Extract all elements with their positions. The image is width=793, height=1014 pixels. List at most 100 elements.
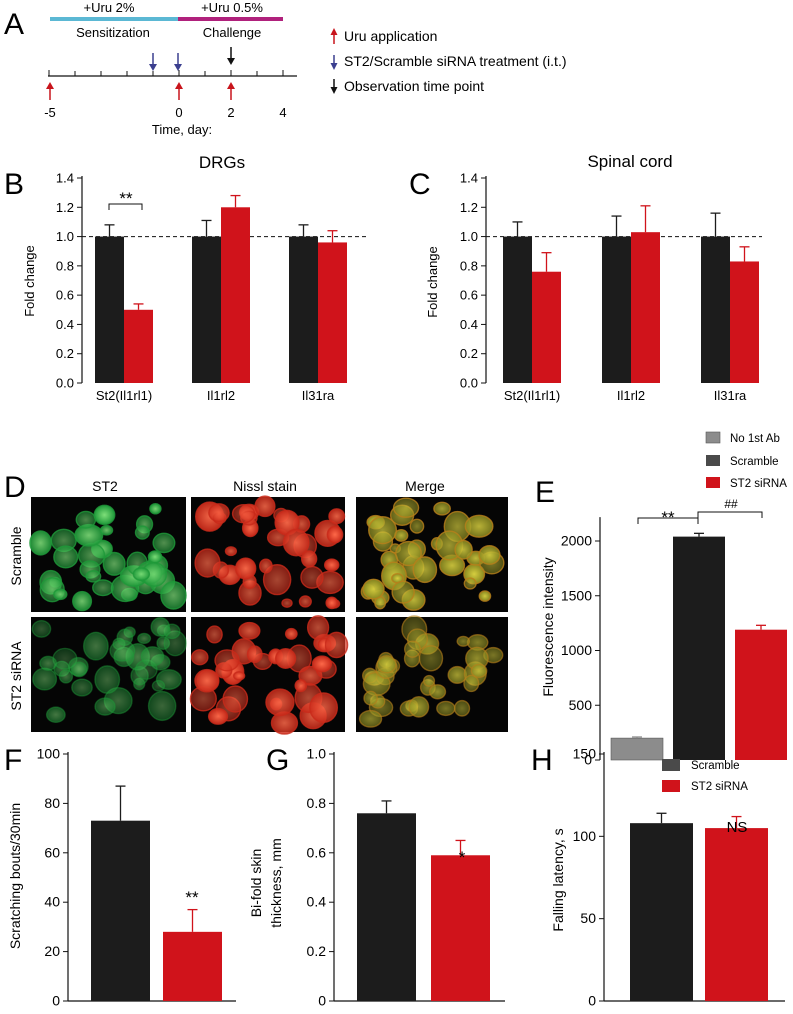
legend-swatch-scramble — [706, 455, 720, 466]
panel-g-chart: G Bi-fold skin thickness, mm 0 0.2 0.4 0.6 0… — [248, 744, 505, 1009]
cell — [428, 684, 447, 700]
cell — [453, 699, 471, 717]
chart-b-ytick-label: 0.0 — [56, 376, 74, 391]
chart-e-bar — [673, 536, 725, 760]
chart-e-ytick-label: 1000 — [561, 642, 592, 658]
chart-b-significance-bracket — [108, 203, 143, 210]
cell — [234, 557, 257, 580]
chart-b-bar — [192, 236, 221, 383]
cell — [274, 648, 297, 669]
chart-e-annotation-double-star: ** — [661, 508, 675, 527]
timeline-ticks — [48, 70, 284, 76]
panel-b-chart: B DRGs Fold change 0.0 0.2 0.4 0.6 0.8 1.0 1.2… — [4, 153, 368, 403]
cell — [464, 514, 494, 538]
chart-c-ytick-label: 0.4 — [460, 317, 478, 332]
cell — [134, 525, 150, 540]
chart-b-ylabel: Fold change — [22, 245, 37, 317]
cell — [376, 655, 397, 674]
cell — [132, 567, 151, 582]
chart-e-legend: No 1st Ab Scramble ST2 siRNA — [705, 431, 787, 490]
cell — [418, 645, 444, 672]
chart-h-ytick-label: 0 — [588, 993, 596, 1009]
chart-c-ytick-label: 0.0 — [460, 376, 478, 391]
chart-e-bar — [610, 737, 664, 761]
chart-g-annotation: * — [459, 848, 466, 867]
challenge-label: Challenge — [203, 25, 262, 40]
chart-c-bar — [730, 261, 759, 383]
chart-e-bracket-double-hash — [697, 511, 763, 518]
uru-arrow-day-2 — [227, 82, 235, 100]
cell — [282, 528, 310, 557]
cell — [53, 545, 79, 569]
chart-c-ytick-label: 1.2 — [460, 200, 478, 215]
cell — [463, 674, 480, 693]
cell — [391, 580, 415, 604]
chart-b-significance-label: ** — [119, 189, 133, 208]
tick-label-0: 0 — [175, 105, 182, 120]
cell — [149, 502, 162, 515]
chart-b-category-label: Il1rl2 — [207, 388, 235, 403]
panel-letter-h: H — [531, 744, 553, 777]
chart-f-ytick-label: 60 — [44, 844, 60, 860]
cell — [409, 518, 425, 534]
legend-swatch-st2-sirna-h — [662, 780, 680, 792]
chart-b-category-label: Il31ra — [302, 388, 335, 403]
panel-letter-d: D — [4, 471, 26, 504]
panel-f-chart: F Scratching bouts/30min 0 20 40 60 80 100 ** — [4, 744, 236, 1009]
cell — [325, 596, 339, 610]
cell — [71, 678, 93, 697]
chart-e-annotation-double-hash: ## — [724, 497, 738, 511]
chart-f-ylabel: Scratching bouts/30min — [7, 803, 23, 949]
chart-b-bar — [289, 236, 318, 383]
panel-e-chart: E Fluorescence intensity No 1st Ab Scram… — [535, 431, 787, 768]
cell — [85, 570, 102, 583]
chart-e-ylabel: Fluorescence intensity — [540, 557, 556, 696]
cell — [454, 539, 473, 560]
chart-c-ytick-label: 1.0 — [460, 229, 478, 244]
col-label-st2: ST2 — [92, 478, 118, 494]
cell — [31, 619, 52, 638]
cell — [265, 688, 295, 717]
chart-b-bar — [124, 309, 153, 383]
cell — [254, 495, 276, 518]
chart-c-category-label: Il31ra — [714, 388, 747, 403]
panel-c-chart: C Spinal cord Fold change 0.0 0.2 0.4 0.6 0.… — [409, 152, 762, 403]
cell — [45, 706, 66, 724]
micrograph-grid — [29, 495, 508, 735]
cell — [152, 532, 176, 554]
cell — [433, 501, 451, 516]
panel-letter-b: B — [4, 168, 24, 201]
chart-h-bar — [705, 828, 768, 1001]
cell — [328, 508, 346, 525]
legend-sirna-label: ST2/Scramble siRNA treatment (i.t.) — [344, 53, 567, 69]
chart-f-ytick-label: 0 — [52, 993, 60, 1009]
cell — [362, 578, 385, 600]
chart-f-annotation: ** — [185, 888, 199, 907]
chart-c-ytick-label: 0.2 — [460, 346, 478, 361]
cell — [284, 627, 298, 640]
cell — [94, 697, 116, 716]
chart-f-ytick-label: 80 — [44, 795, 60, 811]
chart-h-annotation: NS — [727, 819, 748, 836]
chart-b-ytick-label: 0.4 — [56, 317, 74, 332]
legend-uru-label: Uru application — [344, 28, 437, 44]
chart-c-bar — [631, 232, 660, 383]
legend-label-no-1st-ab: No 1st Ab — [730, 433, 780, 445]
sirna-arrow-1 — [149, 53, 157, 71]
chart-b-title: DRGs — [199, 153, 245, 172]
observation-arrow — [227, 47, 235, 65]
cell — [53, 588, 68, 601]
cell — [137, 632, 152, 645]
cell — [147, 550, 163, 564]
cell — [58, 669, 74, 684]
cell — [463, 577, 477, 590]
cell — [363, 690, 378, 706]
cell — [326, 525, 344, 544]
cell — [147, 690, 177, 722]
cell — [160, 580, 187, 610]
chart-e-ytick-label: 2000 — [561, 533, 592, 549]
cell — [298, 595, 312, 608]
chart-c-title: Spinal cord — [587, 152, 672, 171]
cell — [70, 661, 88, 678]
micrograph-merge-scramble — [356, 497, 508, 612]
